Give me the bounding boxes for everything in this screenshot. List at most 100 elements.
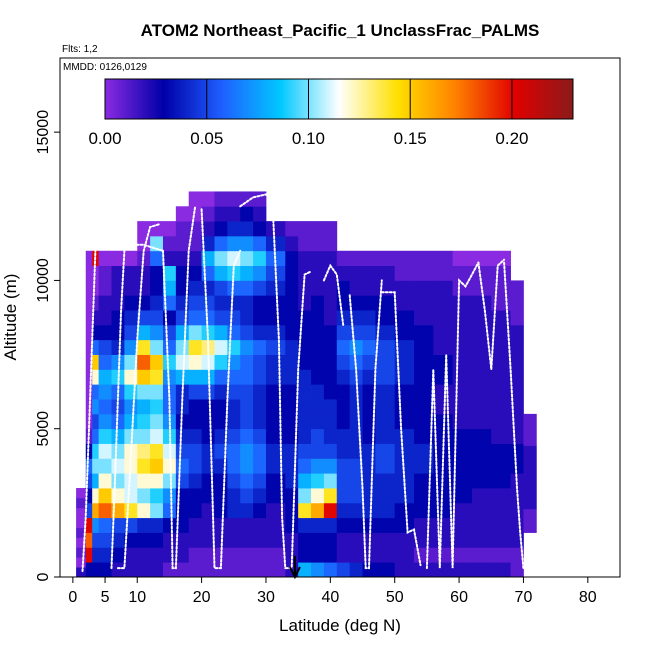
heatmap-cell [137, 458, 151, 474]
heatmap-cell [471, 369, 492, 385]
heatmap-cell [150, 428, 164, 444]
dates-label: MMDD: 0126,0129 [63, 62, 147, 73]
heatmap-cell [265, 339, 286, 355]
heatmap-cell [311, 235, 325, 252]
heatmap-cell [285, 295, 299, 311]
heatmap-cell [253, 547, 267, 563]
heatmap-cell [336, 488, 351, 504]
heatmap-cell [336, 369, 351, 385]
heatmap-cell [214, 221, 228, 237]
heatmap-cell [336, 458, 351, 474]
heatmap-cell [214, 473, 228, 489]
heatmap-cell [137, 428, 151, 444]
heatmap-cell [188, 191, 203, 207]
heatmap-cell [137, 502, 151, 519]
heatmap-cell [150, 502, 164, 519]
heatmap-cell [162, 265, 177, 281]
heatmap-cell [349, 488, 363, 504]
heatmap-cell [311, 517, 325, 533]
heatmap-cell [323, 235, 338, 252]
heatmap-cell [510, 458, 524, 474]
heatmap-cell [298, 443, 312, 459]
heatmap-cell [227, 428, 241, 444]
heatmap-cell [253, 443, 267, 459]
heatmap-cell [253, 221, 267, 237]
heatmap-cell [240, 265, 254, 281]
heatmap-cell [214, 206, 228, 222]
heatmap-cell [298, 265, 312, 281]
heatmap-cell [214, 428, 228, 444]
heatmap-cell [491, 324, 511, 341]
x-tick-label: 80 [579, 589, 597, 606]
heatmap-cell [414, 562, 434, 577]
heatmap-cell [375, 250, 396, 266]
marker-arrowhead [289, 566, 301, 580]
heatmap-cell [298, 295, 312, 311]
heatmap-cell [150, 413, 164, 430]
heatmap-cell [111, 517, 125, 533]
heatmap-cell [452, 458, 473, 474]
heatmap-cell [162, 488, 177, 504]
heatmap-cell [188, 413, 203, 430]
heatmap-cell [311, 339, 325, 355]
heatmap-cell [240, 458, 254, 474]
heatmap-cell [175, 354, 190, 370]
heatmap-cell [175, 206, 190, 222]
x-tick-label: 60 [450, 589, 468, 606]
chart-title: ATOM2 Northeast_Pacific_1 UnclassFrac_PA… [141, 21, 540, 40]
heatmap-cell [414, 488, 434, 504]
heatmap-cell [433, 310, 454, 326]
heatmap-cell [124, 562, 138, 577]
heatmap-cell [394, 458, 415, 474]
heatmap-cell [98, 280, 112, 296]
heatmap-cell [150, 310, 164, 326]
heatmap-cell [253, 428, 267, 444]
heatmap-cell [311, 250, 325, 266]
heatmap-cell [188, 354, 203, 370]
heatmap-cell [285, 354, 299, 370]
heatmap-cell [323, 369, 338, 385]
heatmap-cell [253, 473, 267, 489]
heatmap-cell [298, 562, 312, 577]
heatmap-cell [227, 250, 241, 266]
heatmap-cell [227, 295, 241, 311]
heatmap-cell [85, 428, 93, 444]
heatmap-cell [452, 488, 473, 504]
heatmap-cell [214, 295, 228, 311]
heatmap-cell [336, 339, 351, 355]
heatmap-cell [253, 369, 267, 385]
heatmap-cell [323, 250, 338, 266]
flight-track [348, 279, 383, 570]
heatmap-cell [175, 310, 190, 326]
heatmap-cell [375, 310, 396, 326]
heatmap-cell [227, 221, 241, 237]
x-tick-label: 0 [68, 589, 77, 606]
heatmap-cell [362, 458, 376, 474]
heatmap-cell [471, 532, 492, 548]
heatmap-cell [285, 324, 299, 341]
heatmap-cell [98, 310, 112, 326]
heatmap-cell [253, 265, 267, 281]
heatmap-cell [85, 517, 93, 533]
heatmap-cell [298, 250, 312, 266]
heatmap-cell [92, 310, 100, 326]
heatmap-cell [362, 399, 376, 415]
heatmap-cell [510, 280, 524, 296]
heatmap-cell [240, 502, 254, 519]
heatmap-cell [188, 324, 203, 341]
heatmap-cell [414, 295, 434, 311]
heatmap-cell [240, 206, 254, 222]
heatmap-cell [323, 324, 338, 341]
heatmap-cell [188, 265, 203, 281]
heatmap-cell [491, 532, 511, 548]
heatmap-cell [298, 384, 312, 400]
heatmap-cell [253, 339, 267, 355]
heatmap-cell [491, 547, 511, 563]
heatmap-cell [124, 280, 138, 296]
heatmap-cell [394, 354, 415, 370]
x-tick-label: 30 [257, 589, 275, 606]
heatmap-cell [265, 384, 286, 400]
heatmap-cell [175, 280, 190, 296]
heatmap-cell [510, 310, 524, 326]
heatmap-cell [471, 562, 492, 577]
